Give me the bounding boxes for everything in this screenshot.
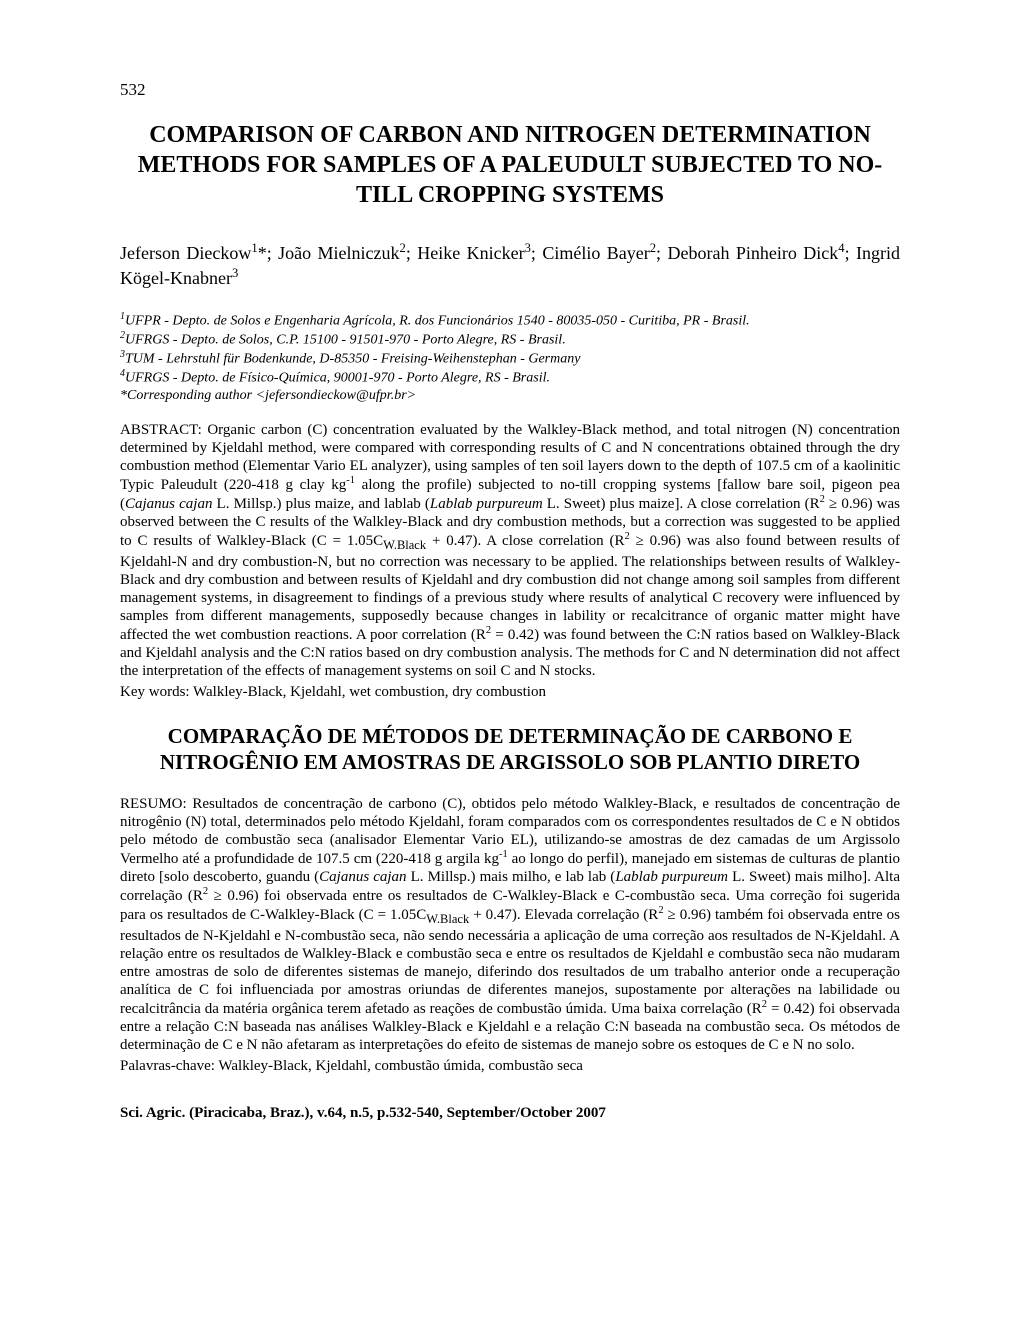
affiliation-4: 4UFRGS - Depto. de Físico-Química, 90001… xyxy=(120,368,900,387)
affiliation-1: 1UFPR - Depto. de Solos e Engenharia Agr… xyxy=(120,311,900,330)
affiliation-3: 3TUM - Lehrstuhl für Bodenkunde, D-85350… xyxy=(120,349,900,368)
abstract-pt: RESUMO: Resultados de concentração de ca… xyxy=(120,795,900,1054)
article-title-pt: COMPARAÇÃO DE MÉTODOS DE DETERMINAÇÃO DE… xyxy=(120,723,900,776)
corresponding-author: *Corresponding author <jefersondieckow@u… xyxy=(120,387,900,405)
article-title-en: COMPARISON OF CARBON AND NITROGEN DETERM… xyxy=(120,120,900,210)
page-number: 532 xyxy=(120,80,146,100)
keywords-en: Key words: Walkley-Black, Kjeldahl, wet … xyxy=(120,684,900,701)
affiliations-block: 1UFPR - Depto. de Solos e Engenharia Agr… xyxy=(120,311,900,405)
journal-footer: Sci. Agric. (Piracicaba, Braz.), v.64, n… xyxy=(120,1105,900,1122)
abstract-en: ABSTRACT: Organic carbon (C) concentrati… xyxy=(120,421,900,680)
authors-line: Jeferson Dieckow1*; João Mielniczuk2; He… xyxy=(120,240,900,291)
affiliation-2: 2UFRGS - Depto. de Solos, C.P. 15100 - 9… xyxy=(120,330,900,349)
keywords-pt: Palavras-chave: Walkley-Black, Kjeldahl,… xyxy=(120,1058,900,1075)
